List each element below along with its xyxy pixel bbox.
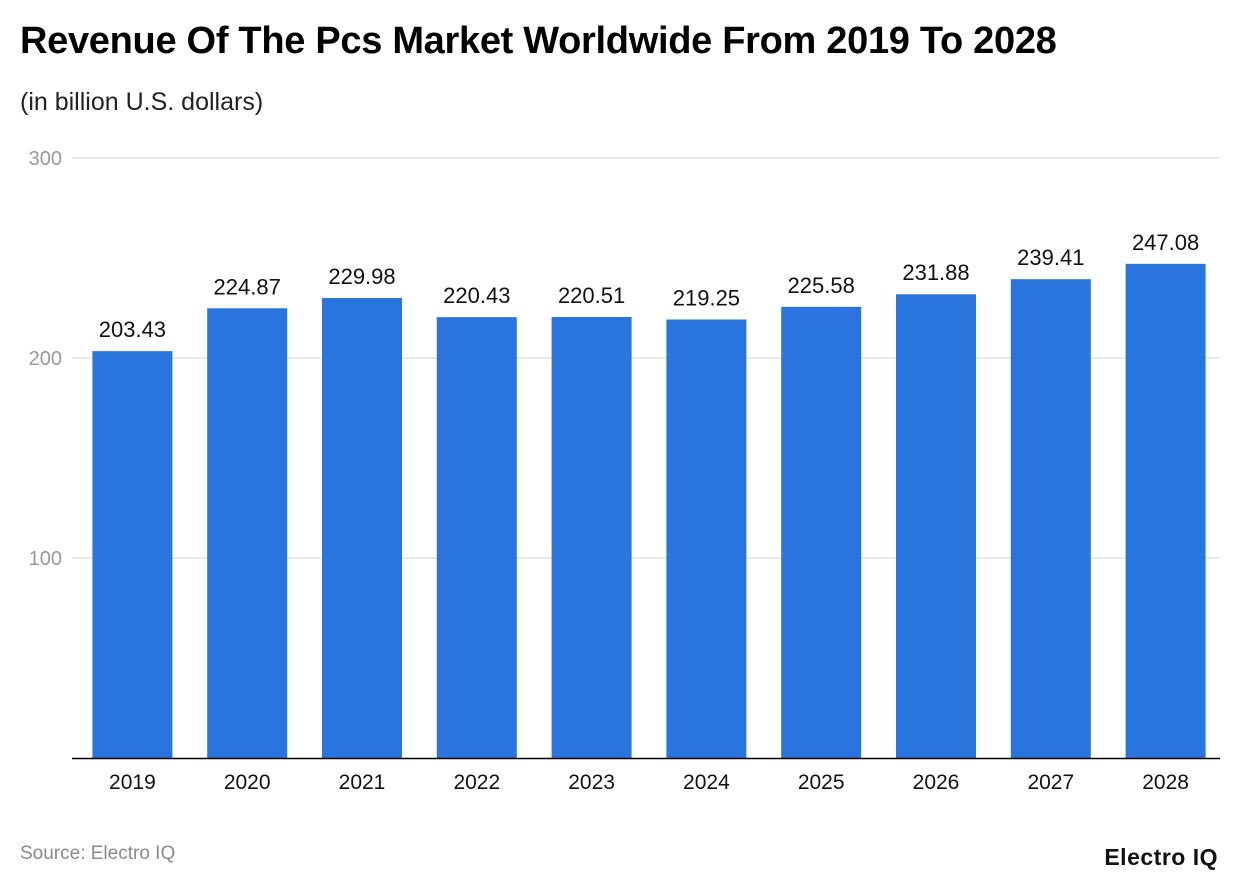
x-tick-label: 2027 — [1027, 771, 1074, 794]
bar-2022 — [436, 317, 517, 758]
bar-2023 — [551, 316, 632, 758]
bar-2020 — [207, 308, 288, 758]
value-label: 219.25 — [673, 286, 740, 311]
bar-2021 — [322, 298, 402, 758]
y-tick-label: 100 — [29, 548, 62, 570]
bar-2028 — [1125, 263, 1206, 758]
bar-2019 — [92, 351, 173, 758]
brand-logo: Electro IQ — [1104, 844, 1218, 870]
value-label: 229.98 — [328, 264, 395, 289]
y-axis-tick-labels: 100 200 300 — [29, 148, 62, 570]
y-tick-label: 200 — [29, 348, 62, 370]
x-tick-label: 2019 — [109, 771, 156, 794]
x-tick-label: 2025 — [798, 771, 845, 794]
x-tick-label: 2026 — [913, 771, 960, 794]
x-tick-label: 2023 — [568, 771, 615, 794]
x-tick-label: 2020 — [224, 771, 271, 794]
bar-2024 — [666, 319, 747, 758]
value-label: 247.08 — [1132, 230, 1199, 255]
x-axis-tick-labels: 2019 2020 2021 2022 2023 2024 2025 2026 2027 2028 — [109, 771, 1189, 794]
source-note: Source: Electro IQ — [20, 843, 176, 864]
x-tick-label: 2024 — [683, 771, 730, 794]
value-labels: 203.43 224.87 229.98 220.43 220.51 219.25 225.… — [99, 230, 1199, 342]
bar-2025 — [781, 306, 862, 758]
value-label: 225.58 — [788, 273, 855, 298]
value-label: 203.43 — [99, 317, 166, 342]
x-tick-label: 2028 — [1142, 771, 1189, 794]
value-label: 220.51 — [558, 283, 625, 308]
value-label: 231.88 — [902, 260, 969, 285]
bar-2027 — [1010, 279, 1091, 758]
value-label: 224.87 — [214, 274, 281, 299]
chart-title: Revenue Of The Pcs Market Worldwide From… — [20, 20, 1057, 62]
y-tick-label: 300 — [29, 148, 62, 170]
x-tick-label: 2022 — [453, 771, 500, 794]
bar-2026 — [896, 294, 976, 758]
chart-subtitle: (in billion U.S. dollars) — [20, 88, 264, 116]
bars — [92, 263, 1206, 758]
value-label: 220.43 — [443, 283, 510, 308]
value-label: 239.41 — [1017, 245, 1084, 270]
x-tick-label: 2021 — [339, 771, 386, 794]
